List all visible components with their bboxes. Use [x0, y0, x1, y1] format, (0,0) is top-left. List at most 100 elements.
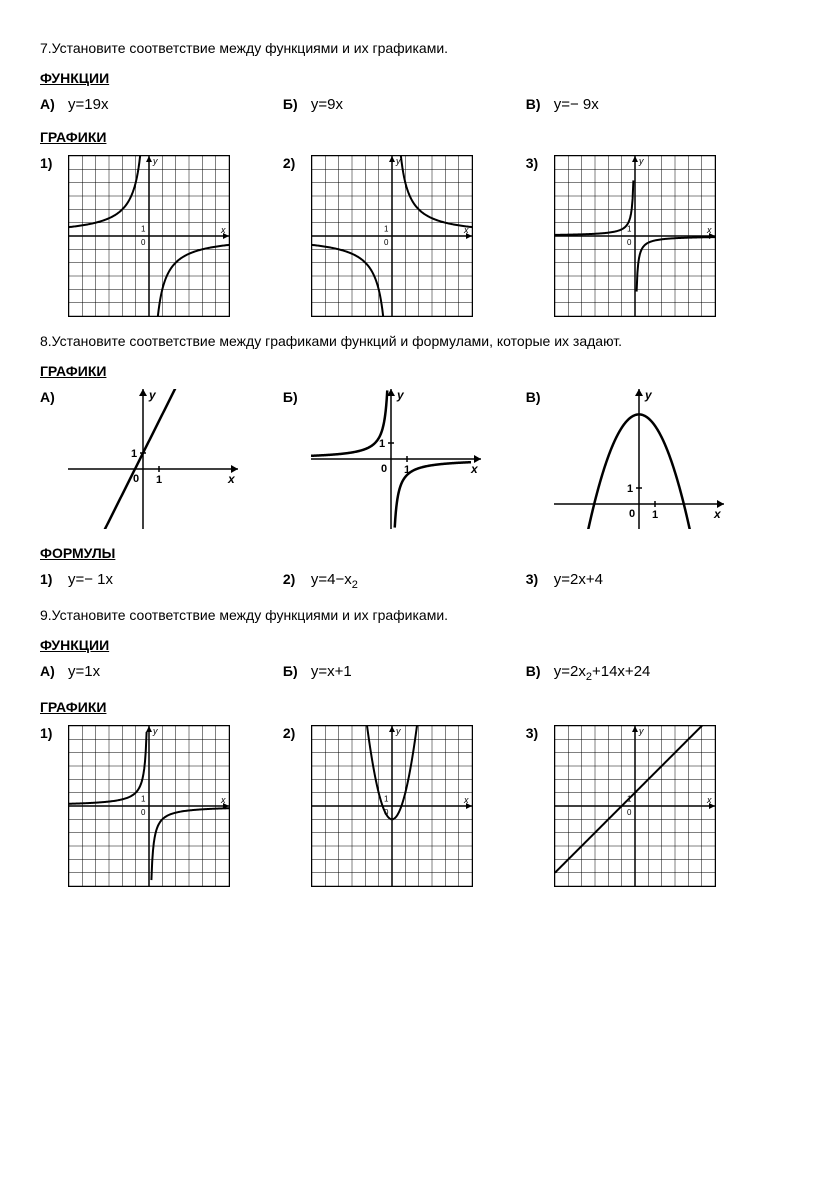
graph-7-2: yx01	[311, 155, 473, 317]
task9-func-a: А) y=1x	[40, 663, 283, 683]
task7-func-a: А) y=19x	[40, 96, 283, 113]
svg-text:x: x	[227, 472, 236, 486]
label-1: 1)	[40, 725, 58, 741]
task7-functions-row: А) y=19x Б) y=9x В) y=− 9x	[40, 96, 776, 113]
formula-c: y=− 9x	[554, 96, 599, 113]
svg-text:1: 1	[156, 474, 162, 486]
task7-graph-2: 2) yx01	[283, 155, 526, 317]
graph-8-a: yx011	[68, 389, 238, 529]
formula-2-sub: 2	[352, 579, 358, 591]
task9-functions-row: А) y=1x Б) y=x+1 В) y=2x2+14x+24	[40, 663, 776, 683]
task8-graph-b: Б) yx011	[283, 389, 526, 529]
task9-functions-title: ФУНКЦИИ	[40, 637, 776, 653]
task9-graphs-row: 1) y x 0 1 2) y x 0 1 3) y x 0 1	[40, 725, 776, 887]
formula-2: y=4−x2	[311, 571, 358, 591]
svg-text:1: 1	[141, 795, 146, 804]
task8-formulas-row: 1) y=− 1x 2) y=4−x2 3) y=2x+4	[40, 571, 776, 591]
label-2: 2)	[283, 571, 301, 587]
task9-graph-3: 3) yx01	[526, 725, 769, 887]
label-b: Б)	[283, 389, 301, 405]
formula-c-pre: y=2x	[554, 663, 586, 680]
svg-text:0: 0	[141, 238, 146, 247]
svg-text:0: 0	[629, 508, 635, 520]
label-3: 3)	[526, 571, 544, 587]
svg-text:0: 0	[381, 463, 387, 475]
label-1: 1)	[40, 155, 58, 171]
svg-text:1: 1	[652, 509, 658, 521]
task7-graphs-title: ГРАФИКИ	[40, 129, 776, 145]
label-b: Б)	[283, 663, 301, 679]
label-b: Б)	[283, 96, 301, 112]
svg-text:0: 0	[627, 238, 632, 247]
label-a: А)	[40, 96, 58, 112]
task8-formula-1: 1) y=− 1x	[40, 571, 283, 591]
task7-func-c: В) y=− 9x	[526, 96, 769, 113]
svg-text:1: 1	[141, 225, 146, 234]
svg-text:0: 0	[627, 808, 632, 817]
svg-text:1: 1	[384, 795, 389, 804]
svg-text:y: y	[396, 389, 405, 402]
svg-text:y: y	[638, 156, 644, 166]
svg-text:1: 1	[384, 225, 389, 234]
task7-text: 7.Установите соответствие между функциям…	[40, 40, 776, 56]
label-a: А)	[40, 389, 58, 405]
label-1: 1)	[40, 571, 58, 587]
formula-b: y=x+1	[311, 663, 352, 680]
svg-text:x: x	[463, 795, 469, 805]
svg-text:y: y	[152, 156, 158, 166]
formula-3: y=2x+4	[554, 571, 603, 588]
label-c: В)	[526, 663, 544, 679]
svg-text:y: y	[152, 726, 158, 736]
graph-8-c: y x 0 1 1	[554, 389, 724, 529]
label-2: 2)	[283, 725, 301, 741]
formula-a: y=19x	[68, 96, 108, 113]
task8-formula-2: 2) y=4−x2	[283, 571, 526, 591]
graph-9-1: y x 0 1	[68, 725, 230, 887]
formula-c-post: +14x+24	[592, 663, 650, 680]
svg-text:1: 1	[379, 438, 385, 450]
task7-graphs-row: 1) y x 0 1 2) yx01 3) y x 0 1	[40, 155, 776, 317]
graph-9-3: yx01	[554, 725, 716, 887]
task9-graphs-title: ГРАФИКИ	[40, 699, 776, 715]
formula-2-pre: y=4−x	[311, 571, 352, 588]
formula-b: y=9x	[311, 96, 343, 113]
svg-text:1: 1	[627, 483, 633, 495]
label-a: А)	[40, 663, 58, 679]
svg-text:x: x	[470, 462, 479, 476]
task7-functions-title: ФУНКЦИИ	[40, 70, 776, 86]
task8-graphs-row: А) y x 0 1 1 Б) y x 0 1 1 В) y x 0 1 1	[40, 389, 776, 529]
svg-text:1: 1	[627, 225, 632, 234]
task9-func-b: Б) y=x+1	[283, 663, 526, 683]
task7-graph-3: 3) yx01	[526, 155, 769, 317]
svg-text:x: x	[706, 795, 712, 805]
task8-formula-3: 3) y=2x+4	[526, 571, 769, 591]
task9-graph-1: 1) y x 0 1	[40, 725, 283, 887]
label-c: В)	[526, 389, 544, 405]
task7-graph-1: 1) y x 0 1	[40, 155, 283, 317]
formula-a: y=1x	[68, 663, 100, 680]
svg-text:0: 0	[141, 808, 146, 817]
svg-text:x: x	[220, 225, 226, 235]
task8-formulas-title: ФОРМУЛЫ	[40, 545, 776, 561]
task7-func-b: Б) y=9x	[283, 96, 526, 113]
graph-7-3: yx01	[554, 155, 716, 317]
label-c: В)	[526, 96, 544, 112]
svg-text:x: x	[713, 507, 722, 521]
graph-7-1: y x 0 1	[68, 155, 230, 317]
label-3: 3)	[526, 725, 544, 741]
task9-graph-2: 2) yx01	[283, 725, 526, 887]
svg-text:y: y	[644, 389, 653, 402]
svg-text:y: y	[395, 726, 401, 736]
svg-text:x: x	[220, 795, 226, 805]
svg-text:y: y	[148, 389, 157, 402]
task8-graphs-title: ГРАФИКИ	[40, 363, 776, 379]
label-3: 3)	[526, 155, 544, 171]
task8-text: 8.Установите соответствие между графикам…	[40, 333, 776, 349]
svg-text:y: y	[638, 726, 644, 736]
formula-c: y=2x2+14x+24	[554, 663, 651, 683]
label-2: 2)	[283, 155, 301, 171]
svg-text:1: 1	[131, 448, 137, 460]
graph-8-b: yx011	[311, 389, 481, 529]
task9-func-c: В) y=2x2+14x+24	[526, 663, 769, 683]
task8-graph-a: А) yx011	[40, 389, 283, 529]
